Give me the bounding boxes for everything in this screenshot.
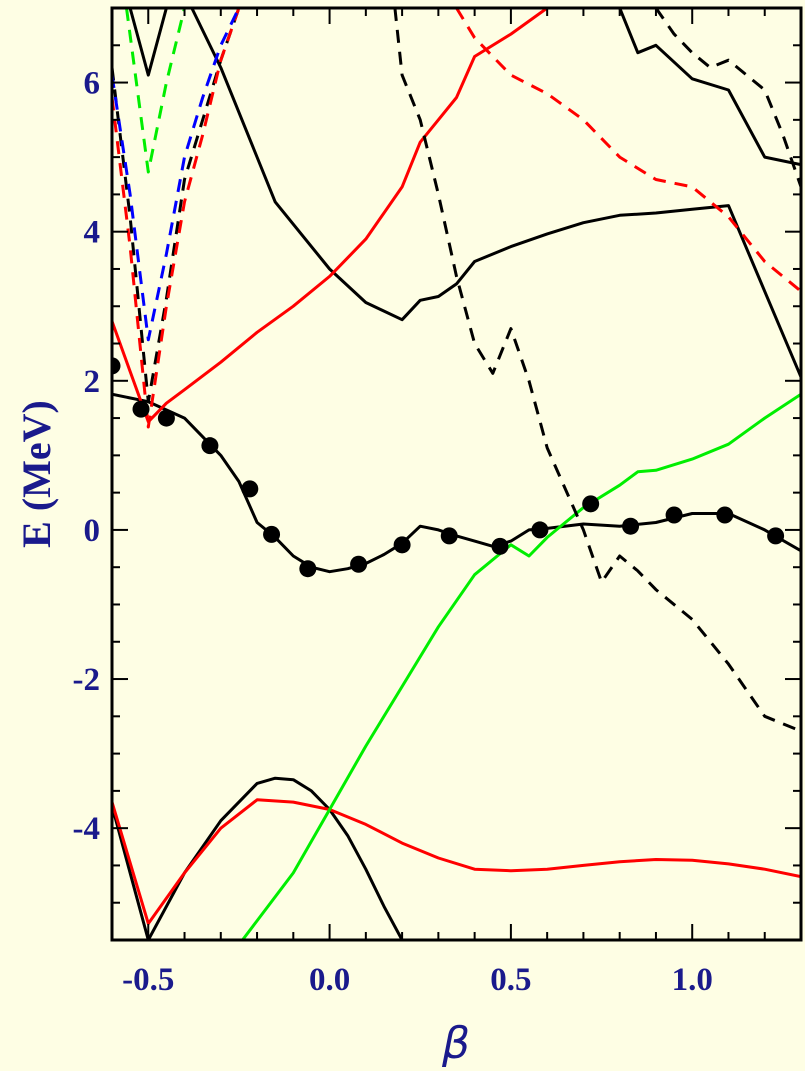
series-line-15 bbox=[112, 8, 241, 342]
y-tick-labels: -4 -2 0 2 4 6 bbox=[73, 66, 101, 848]
series-line-12 bbox=[654, 8, 801, 188]
series-line-7 bbox=[112, 8, 549, 424]
series-line-13 bbox=[112, 8, 241, 429]
data-marker-4 bbox=[201, 437, 219, 455]
plot-frame bbox=[110, 6, 803, 942]
series-line-8 bbox=[112, 798, 801, 926]
y-tick-label: -4 bbox=[73, 811, 101, 847]
series-layer bbox=[112, 8, 801, 940]
y-axis-title: E (MeV) bbox=[14, 400, 59, 548]
series-line-10 bbox=[112, 8, 241, 404]
series-line-11 bbox=[393, 8, 801, 733]
data-marker-7 bbox=[299, 560, 317, 578]
data-marker-8 bbox=[350, 555, 368, 573]
y-tick-label: 6 bbox=[84, 66, 101, 102]
data-marker-2 bbox=[132, 400, 150, 418]
x-tick-label: 0.0 bbox=[309, 962, 350, 998]
x-tick-label: 0.5 bbox=[490, 962, 531, 998]
data-marker-3 bbox=[157, 409, 175, 427]
data-marker-12 bbox=[531, 521, 549, 539]
x-tick-labels: -0.5 0.0 0.5 1.0 bbox=[122, 962, 713, 998]
y-tick-label: 0 bbox=[84, 513, 101, 549]
series-line-9 bbox=[241, 392, 801, 940]
data-marker-11 bbox=[491, 537, 509, 555]
data-marker-17 bbox=[767, 527, 785, 545]
data-marker-13 bbox=[582, 495, 600, 513]
marker-layer bbox=[112, 357, 785, 578]
series-line-3 bbox=[190, 8, 801, 378]
data-marker-16 bbox=[716, 506, 734, 524]
data-marker-10 bbox=[440, 527, 458, 545]
series-line-16 bbox=[125, 8, 186, 174]
x-axis-title: β bbox=[441, 1018, 470, 1069]
x-tick-label: -0.5 bbox=[122, 962, 174, 998]
data-marker-15 bbox=[665, 506, 683, 524]
plot-background bbox=[112, 8, 801, 940]
data-marker-6 bbox=[263, 525, 281, 543]
data-marker-5 bbox=[241, 480, 259, 498]
series-line-2 bbox=[128, 8, 168, 77]
y-tick-label: -2 bbox=[73, 662, 101, 698]
x-tick-label: 1.0 bbox=[672, 962, 713, 998]
data-marker-1 bbox=[112, 357, 121, 375]
data-marker-14 bbox=[622, 517, 640, 535]
series-line-6 bbox=[146, 776, 404, 940]
y-tick-label: 4 bbox=[84, 215, 101, 251]
y-tick-label: 2 bbox=[84, 364, 101, 400]
data-marker-9 bbox=[393, 536, 411, 554]
series-line-14 bbox=[455, 8, 801, 293]
series-line-4 bbox=[618, 8, 801, 167]
